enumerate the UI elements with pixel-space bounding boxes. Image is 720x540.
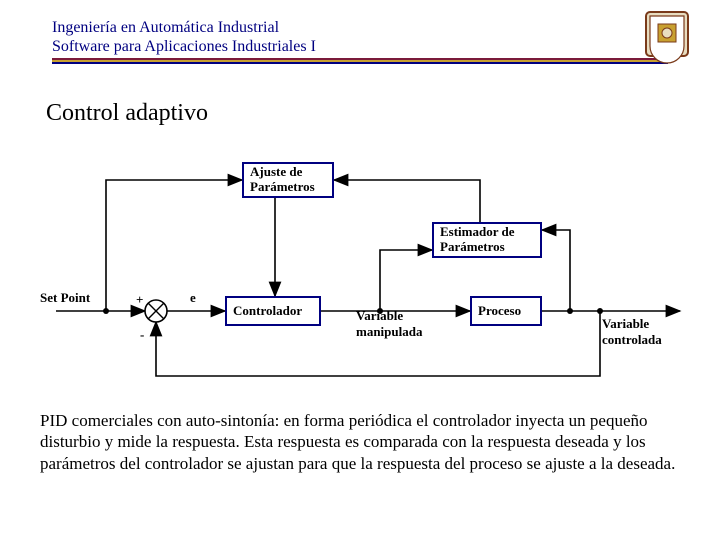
node-controlador: Controlador xyxy=(225,296,321,326)
explanatory-paragraph: PID comerciales con auto-sintonía: en fo… xyxy=(40,410,680,474)
wire-y_to_est xyxy=(542,230,570,311)
node-proceso: Proceso xyxy=(470,296,542,326)
diagram-wires xyxy=(40,140,680,400)
label-varctrl: Variable controlada xyxy=(602,316,662,348)
label-setpoint: Set Point xyxy=(40,290,90,306)
header-rule xyxy=(52,58,668,64)
junction-dot xyxy=(567,308,573,314)
page-header: Ingeniería en Automática Industrial Soft… xyxy=(52,18,668,64)
node-ajuste: Ajuste de Parámetros xyxy=(242,162,334,198)
junction-dot xyxy=(103,308,109,314)
label-varmanip: Variable manipulada xyxy=(356,308,422,340)
wire-u_to_est xyxy=(380,250,432,311)
university-crest-icon xyxy=(644,10,690,68)
wire-sp_to_adj xyxy=(106,180,242,311)
label-plus: + xyxy=(136,292,143,308)
adaptive-control-diagram: Ajuste de Parámetros Estimador de Parámet… xyxy=(40,140,680,400)
header-line-1: Ingeniería en Automática Industrial xyxy=(52,18,668,37)
section-title: Control adaptivo xyxy=(46,100,208,127)
junction-dot xyxy=(597,308,603,314)
label-minus: - xyxy=(140,327,144,343)
wire-est_to_adj xyxy=(334,180,480,222)
header-line-2: Software para Aplicaciones Industriales … xyxy=(52,37,668,56)
label-e: e xyxy=(190,290,196,306)
node-estimador: Estimador de Parámetros xyxy=(432,222,542,258)
